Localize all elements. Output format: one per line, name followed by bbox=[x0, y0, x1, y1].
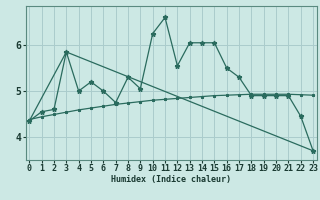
X-axis label: Humidex (Indice chaleur): Humidex (Indice chaleur) bbox=[111, 175, 231, 184]
